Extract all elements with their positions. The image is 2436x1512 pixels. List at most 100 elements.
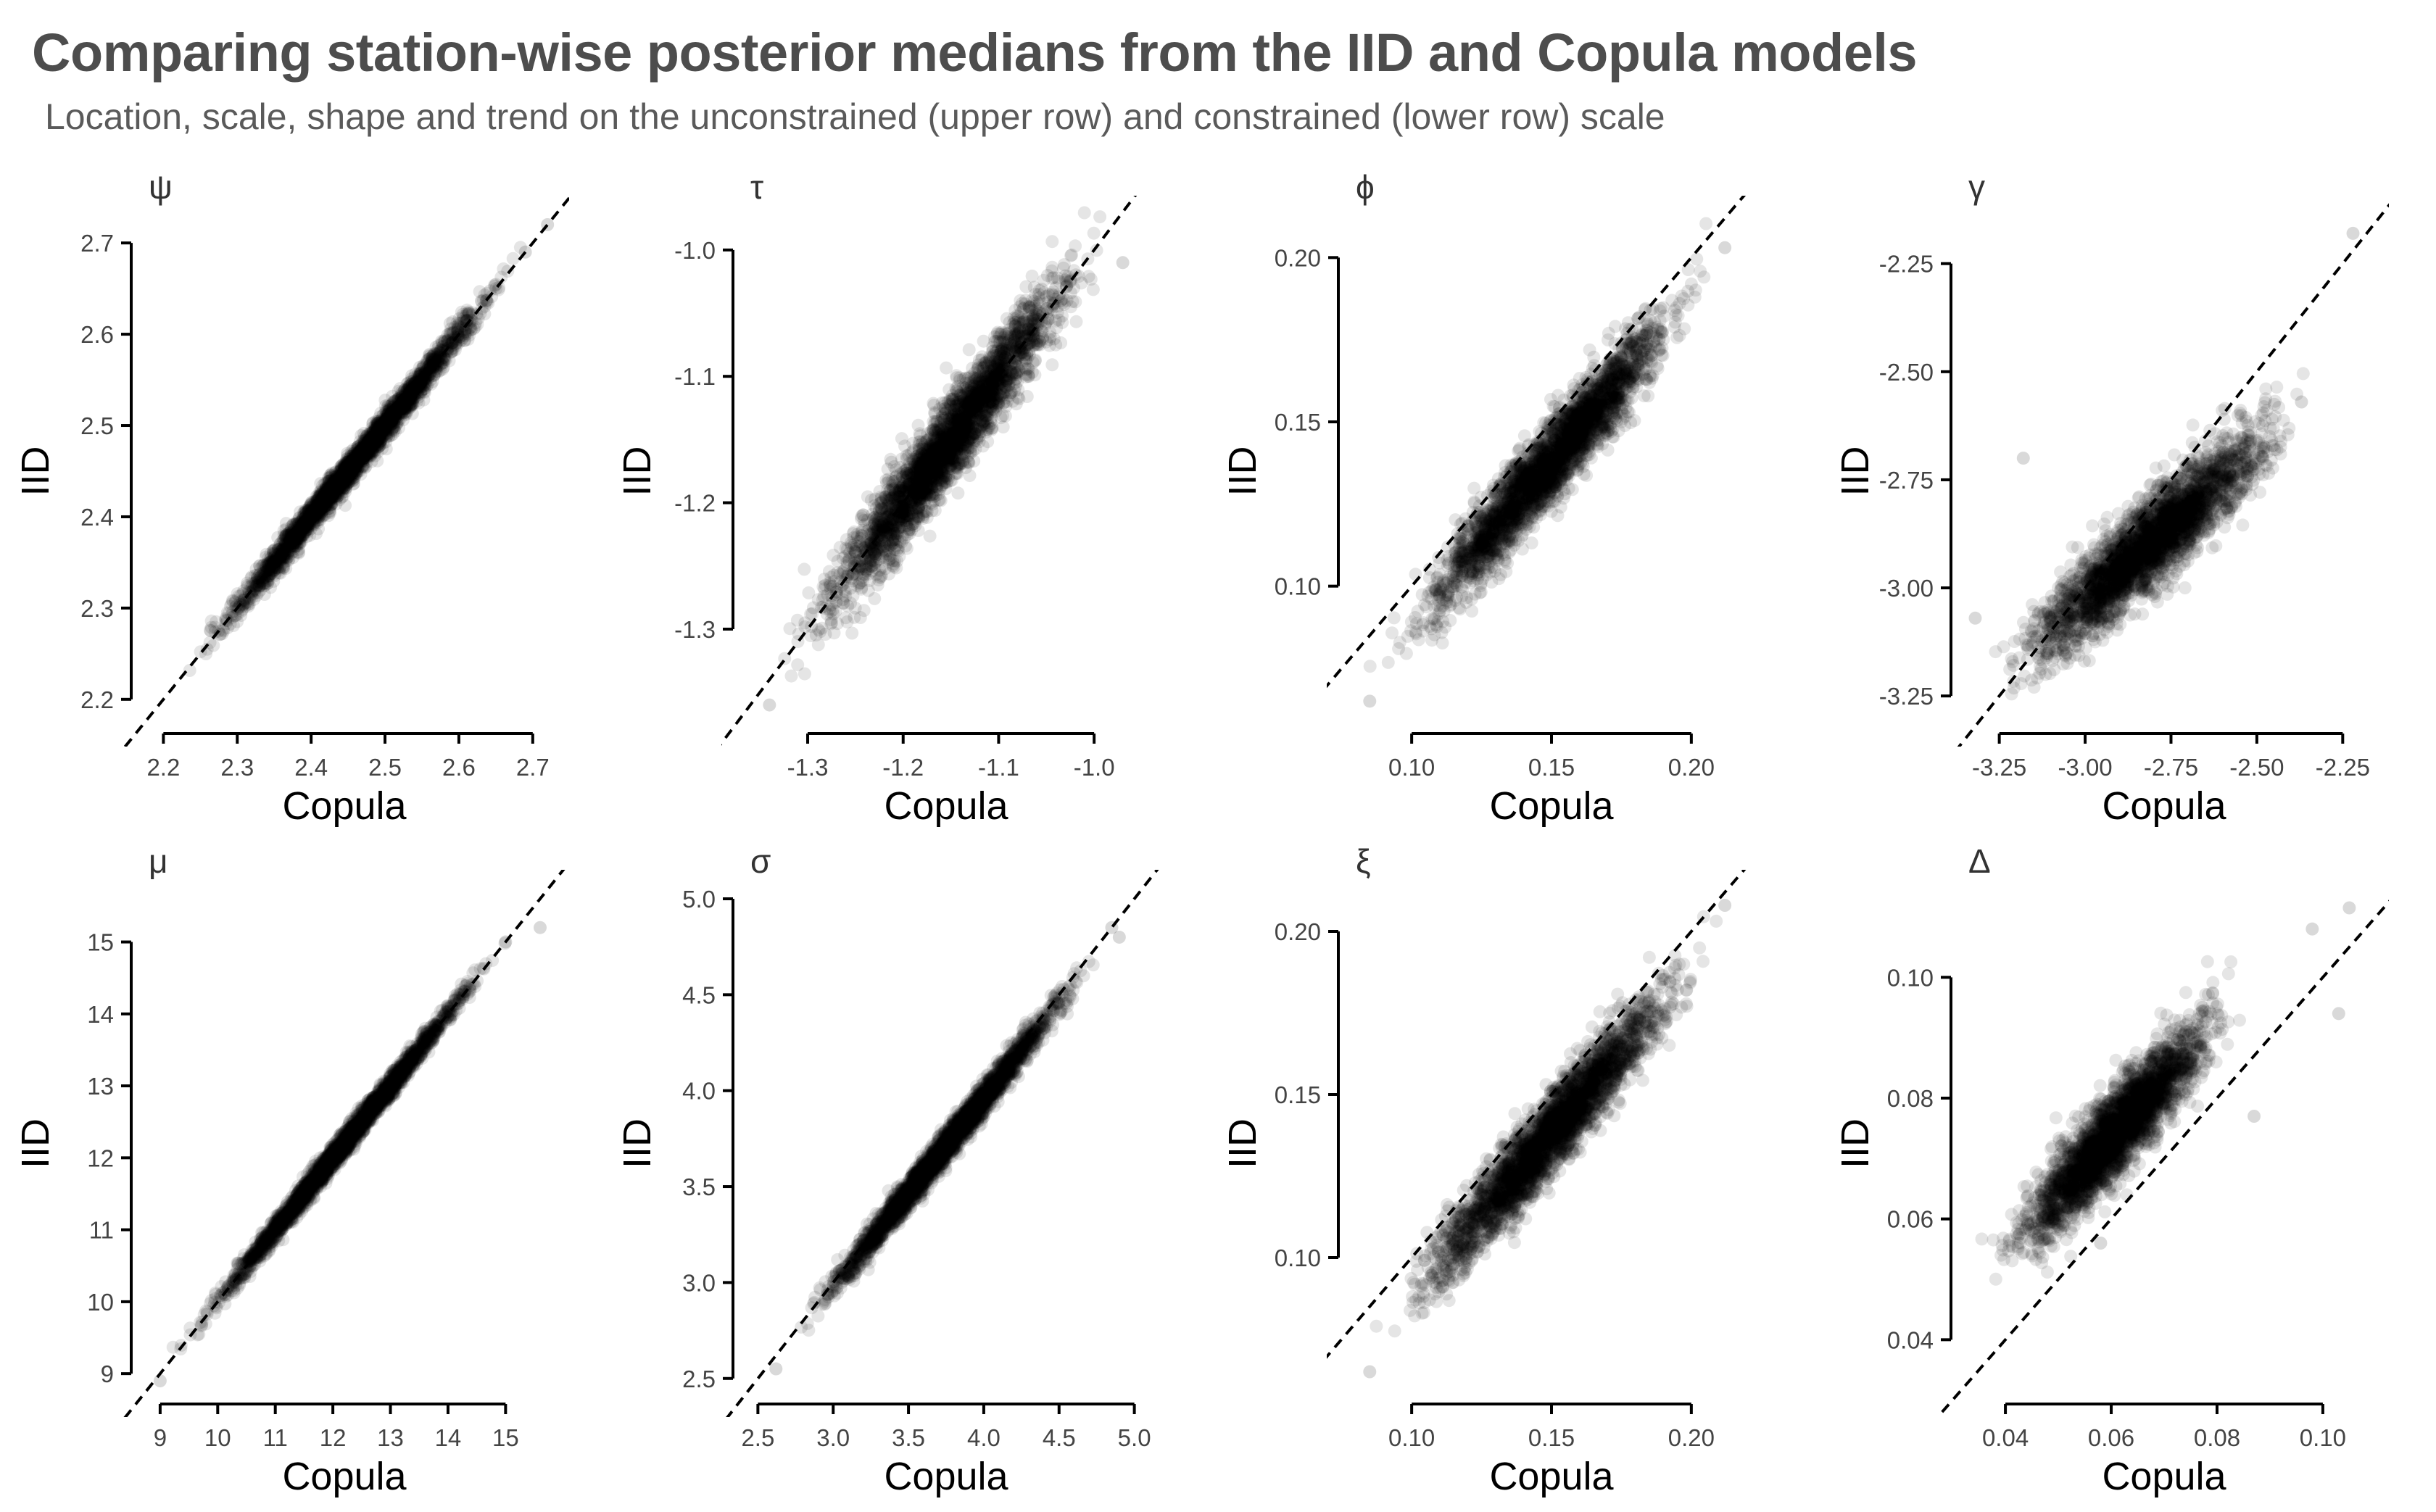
data-point: [462, 305, 476, 319]
data-point: [308, 510, 321, 523]
data-point: [407, 387, 421, 401]
data-point: [278, 530, 292, 544]
data-point: [370, 437, 384, 451]
data-point: [271, 561, 285, 575]
data-point: [341, 473, 355, 487]
data-point: [288, 535, 302, 549]
data-point: [449, 336, 463, 350]
data-point: [349, 460, 362, 474]
data-point: [302, 518, 316, 531]
data-point: [452, 320, 465, 333]
data-point: [289, 539, 303, 553]
data-point: [311, 494, 325, 507]
data-point: [345, 465, 359, 478]
data-point: [352, 441, 366, 455]
data-point: [336, 476, 350, 490]
data-point: [208, 626, 222, 639]
data-point: [345, 455, 359, 469]
data-point: [331, 471, 345, 485]
data-point: [323, 505, 336, 519]
data-point: [455, 305, 468, 319]
data-point: [274, 536, 288, 550]
data-point: [315, 501, 329, 515]
data-point: [339, 471, 353, 485]
data-point: [370, 431, 384, 444]
data-point: [281, 550, 295, 564]
data-point: [368, 421, 382, 435]
data-point: [433, 346, 447, 360]
data-point: [367, 426, 381, 440]
data-point: [300, 513, 314, 527]
data-point: [314, 503, 328, 517]
data-point: [1069, 315, 1083, 328]
data-point: [334, 468, 347, 481]
data-point: [400, 402, 414, 415]
data-point: [344, 454, 357, 468]
data-point: [293, 528, 307, 542]
data-point: [273, 554, 286, 568]
data-point: [360, 437, 374, 451]
data-point: [356, 443, 370, 456]
data-point: [326, 489, 339, 503]
data-point: [256, 559, 270, 573]
data-point: [384, 409, 397, 422]
data-point: [331, 489, 345, 502]
data-point: [416, 379, 430, 393]
data-point: [1093, 210, 1107, 224]
data-point: [331, 474, 344, 488]
data-point: [361, 436, 375, 449]
data-point: [341, 468, 355, 482]
data-point: [378, 394, 392, 407]
data-point: [332, 470, 346, 483]
data-point: [310, 494, 324, 508]
data-point: [284, 547, 298, 560]
data-point: [335, 462, 349, 475]
data-point: [371, 438, 385, 452]
data-point: [369, 420, 383, 434]
data-point: [431, 365, 445, 379]
data-point: [297, 517, 310, 530]
data-point: [358, 434, 372, 448]
data-point: [344, 473, 357, 486]
data-point: [267, 543, 281, 557]
data-point: [321, 486, 335, 499]
data-point: [380, 413, 393, 427]
data-point: [370, 418, 384, 432]
data-point: [310, 507, 324, 521]
data-point: [298, 511, 312, 525]
data-point: [342, 455, 356, 469]
data-point: [343, 473, 357, 486]
data-point: [405, 389, 419, 402]
data-point: [320, 482, 334, 496]
data-point: [347, 468, 360, 482]
data-point: [405, 369, 418, 383]
data-point: [273, 537, 287, 551]
data-point: [395, 389, 409, 403]
data-point: [291, 529, 305, 543]
data-point: [308, 497, 322, 510]
data-point: [323, 504, 336, 518]
data-point: [389, 402, 403, 415]
data-point: [391, 399, 405, 412]
data-point: [330, 481, 344, 495]
data-point: [265, 561, 279, 575]
data-point: [339, 458, 352, 472]
data-point: [283, 532, 297, 545]
data-point: [292, 542, 305, 556]
data-point: [354, 441, 368, 455]
data-point: [311, 489, 325, 503]
data-point: [411, 367, 425, 381]
data-point: [407, 378, 421, 391]
data-point: [386, 400, 400, 414]
data-point: [324, 497, 338, 511]
scatter-panel: ψ2.2 2.3 2.4 2.5 2.6 2.7Copula2.22.32.42.52.6…: [14, 168, 569, 828]
data-point: [281, 544, 295, 557]
data-point: [341, 468, 355, 481]
data-point: [386, 421, 400, 435]
data-point: [358, 439, 372, 453]
data-point: [326, 470, 339, 484]
data-point: [265, 562, 278, 576]
data-point: [465, 323, 478, 336]
data-point: [394, 402, 408, 416]
data-point: [331, 486, 345, 500]
